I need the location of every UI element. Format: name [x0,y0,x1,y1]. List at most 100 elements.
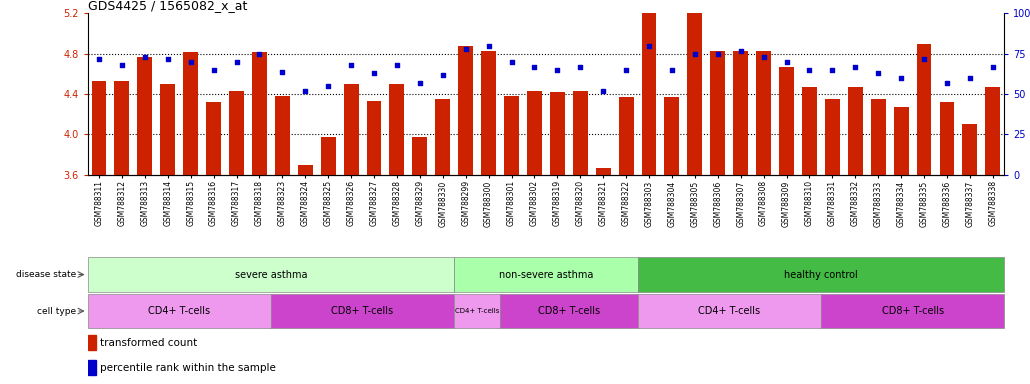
Bar [88,360,96,375]
Point [480,43,496,49]
Text: disease state: disease state [15,270,76,279]
Point [618,67,634,73]
Point [274,68,290,74]
Point [91,56,107,62]
Text: CD4+ T-cells: CD4+ T-cells [698,306,760,316]
Bar [367,101,381,175]
Bar [275,96,289,175]
Point [595,88,612,94]
Point [779,59,795,65]
Point [388,62,405,68]
Bar [344,84,358,175]
Point [549,67,565,73]
Point [205,67,221,73]
Point [870,70,887,76]
Bar [252,52,267,175]
Point [847,64,863,70]
Point [343,62,359,68]
Point [113,62,130,68]
Bar [638,294,821,328]
Point [366,70,382,76]
Bar [825,99,839,175]
Point [985,64,1001,70]
Bar [454,257,638,292]
Point [893,75,909,81]
Point [801,67,818,73]
Text: GDS4425 / 1565082_x_at: GDS4425 / 1565082_x_at [88,0,247,12]
Bar [481,51,496,175]
Bar [894,107,908,175]
Bar [389,84,405,175]
Bar [412,137,427,175]
Bar [229,91,244,175]
Point [182,59,199,65]
Bar [137,57,152,175]
Bar [504,96,519,175]
Point [435,72,451,78]
Bar [711,51,725,175]
Point [687,51,703,57]
Point [710,51,726,57]
Bar [687,13,702,175]
Text: healthy control: healthy control [784,270,858,280]
Point [732,48,749,54]
Point [916,56,932,62]
Bar [454,294,501,328]
Bar [642,13,656,175]
Point [412,80,428,86]
Bar [756,51,771,175]
Point [320,83,337,89]
Point [297,88,313,94]
Point [641,43,657,49]
Point [160,56,176,62]
Bar [733,51,748,175]
Bar [802,87,817,175]
Bar [870,99,886,175]
Bar [573,91,588,175]
Bar [206,102,221,175]
Text: percentile rank within the sample: percentile rank within the sample [100,362,276,373]
Text: CD8+ T-cells: CD8+ T-cells [332,306,393,316]
Text: non-severe asthma: non-severe asthma [499,270,593,280]
Point [663,67,680,73]
Bar [939,102,955,175]
Text: severe asthma: severe asthma [235,270,307,280]
Point [251,51,268,57]
Bar [88,294,271,328]
Point [526,64,543,70]
Bar [161,84,175,175]
Text: cell type: cell type [37,306,76,316]
Bar [821,294,1004,328]
Point [938,80,955,86]
Bar [114,81,130,175]
Point [229,59,245,65]
Point [824,67,840,73]
Bar [619,97,633,175]
Point [457,46,474,52]
Bar [779,67,794,175]
Bar [664,97,680,175]
Text: CD8+ T-cells: CD8+ T-cells [882,306,943,316]
Bar [501,294,638,328]
Text: transformed count: transformed count [100,338,198,348]
Bar [458,46,473,175]
Bar [595,168,611,175]
Bar [527,91,542,175]
Bar [917,44,931,175]
Bar [550,92,564,175]
Bar [638,257,1004,292]
Text: CD4+ T-cells: CD4+ T-cells [455,308,500,314]
Bar [848,87,863,175]
Text: CD8+ T-cells: CD8+ T-cells [538,306,599,316]
Bar [183,52,198,175]
Point [504,59,520,65]
Bar [986,87,1000,175]
Bar [320,137,336,175]
Bar [436,99,450,175]
Point [572,64,588,70]
Bar [962,124,977,175]
Bar [92,81,106,175]
Point [962,75,978,81]
Point [137,54,153,60]
Bar [88,257,454,292]
